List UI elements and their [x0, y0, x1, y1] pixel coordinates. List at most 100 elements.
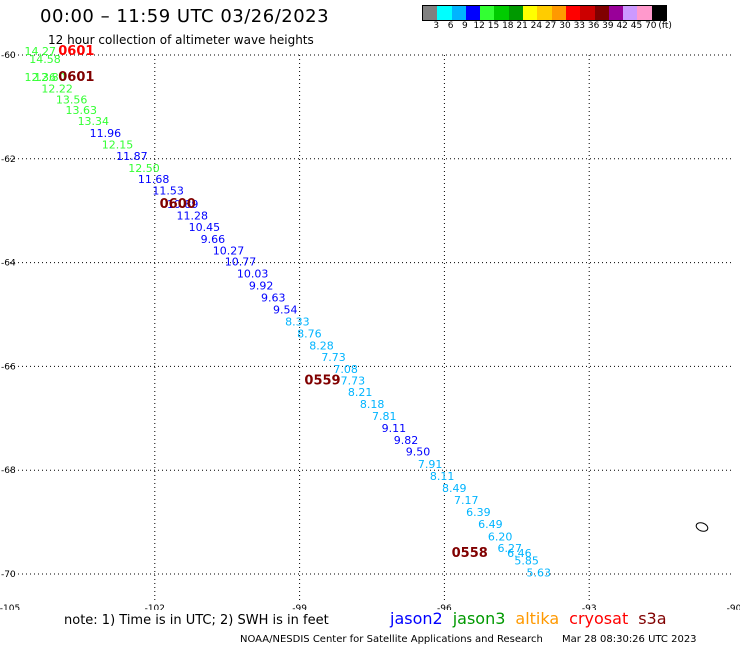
axis-tick-labels: -105 -102 -99 -96 -93 -90 -60 -62 -64 -66 -68 -70 [0, 51, 740, 610]
grid-lines [10, 54, 734, 600]
x-tick-label: -102 [145, 604, 165, 610]
y-tick-label: -60 [1, 51, 16, 61]
wave-height-label: 12.22 [41, 82, 73, 95]
wave-height-label: 10.03 [237, 268, 269, 281]
wave-height-label: 11.53 [152, 185, 184, 198]
time-label: 0559 [304, 374, 340, 389]
wave-height-label: 12.15 [102, 138, 134, 151]
wave-height-label: 6.49 [478, 518, 503, 531]
footer-timestamp: Mar 28 08:30:26 UTC 2023 [562, 634, 697, 645]
color-swatch [651, 6, 667, 20]
wave-height-label: 11.87 [116, 150, 148, 163]
wave-height-label: 8.33 [285, 315, 310, 328]
color-scale-label: 15 [487, 21, 500, 31]
y-tick-label: -68 [1, 466, 16, 476]
color-swatch [637, 6, 652, 20]
wave-height-label: 8.18 [360, 398, 385, 411]
wave-height-label: 6.27 [497, 542, 522, 555]
color-scale-label: (ft) [658, 21, 672, 31]
color-swatch [523, 6, 538, 20]
wave-height-label: 11.96 [90, 127, 122, 140]
wave-height-label: 11.68 [138, 173, 170, 186]
color-scale-label: 24 [530, 21, 543, 31]
color-swatch [423, 6, 438, 20]
color-scale-label: 21 [516, 21, 528, 31]
color-scale-label: 45 [630, 21, 643, 31]
x-tick-label: -105 [0, 604, 20, 610]
time-label: 0601 [58, 44, 94, 59]
wave-height-label: 8.21 [348, 386, 373, 399]
color-swatch [594, 6, 609, 20]
island-outline [695, 522, 709, 532]
wave-height-label: 10.77 [225, 256, 257, 269]
color-swatch [565, 6, 581, 20]
color-scale-label: 33 [573, 21, 586, 31]
wave-height-label: 11.28 [177, 210, 209, 223]
wave-height-label: 12.50 [128, 162, 160, 175]
wave-height-label: 10.27 [213, 244, 245, 257]
wave-height-label: 10.89 [167, 198, 199, 211]
x-tick-label: -90 [727, 604, 740, 610]
color-swatch [437, 6, 452, 20]
color-scale-label: 18 [502, 21, 514, 31]
chart-title: 00:00 – 11:59 UTC 03/26/2023 [40, 6, 330, 27]
color-swatch [608, 6, 624, 20]
wave-height-label: 7.81 [372, 410, 397, 423]
wave-height-label: 8.49 [442, 482, 467, 495]
color-swatch [494, 6, 509, 20]
wave-height-label: 10.45 [189, 221, 221, 234]
color-scale-label: 9 [462, 21, 468, 31]
satellite-legend-item: cryosat [569, 609, 629, 628]
wave-height-label: 13.56 [56, 93, 88, 106]
y-tick-label: -70 [1, 570, 16, 580]
x-tick-label: -93 [582, 604, 597, 610]
satellite-legend: jason2 jason3 altika cryosat s3a [390, 609, 677, 628]
wave-height-label: 6.20 [488, 530, 512, 543]
wave-height-label: 7.17 [454, 494, 479, 507]
color-scale-labels: 3 6 9 12 15 18 21 24 27 30 33 36 39 42 45 70 (ft) [422, 21, 740, 33]
color-scale-label: 30 [559, 21, 571, 31]
color-swatch [508, 6, 524, 20]
wave-height-label: 7.08 [333, 363, 358, 376]
wave-height-label: 6.46 [507, 547, 532, 560]
wave-height-label: 13.63 [66, 104, 98, 117]
color-swatch [623, 6, 638, 20]
time-labels: 0601 0601 0600 0559 0558 [58, 44, 488, 561]
wave-height-label: 5.85 [514, 555, 539, 568]
color-scale-bar [422, 5, 668, 21]
wave-height-label: 9.66 [201, 233, 226, 246]
color-scale-label: 36 [587, 21, 600, 31]
satellite-legend-item: jason3 [452, 609, 506, 628]
wave-height-label: 9.63 [261, 292, 286, 305]
time-label: 0601 [58, 70, 94, 85]
wave-height-label: 8.76 [297, 327, 322, 340]
wave-height-label: 7.73 [321, 351, 346, 364]
wave-height-label: 9.54 [273, 303, 298, 316]
y-tick-label: -62 [1, 155, 16, 165]
x-tick-label: -99 [292, 604, 307, 610]
color-scale-label: 27 [544, 21, 557, 31]
y-tick-label: -64 [1, 259, 16, 269]
wave-height-label: 13.34 [78, 115, 110, 128]
color-swatch [580, 6, 595, 20]
note-text: note: 1) Time is in UTC; 2) SWH is in fe… [64, 613, 329, 628]
footer-credit: NOAA/NESDIS Center for Satellite Applica… [240, 634, 543, 645]
wave-height-map: -105 -102 -99 -96 -93 -90 -60 -62 -64 -66 -68 -70 1… [0, 44, 740, 610]
wave-height-label: 8.28 [309, 339, 334, 352]
color-scale-label: 70 [645, 21, 657, 31]
wave-height-label: 7.91 [418, 458, 443, 471]
wave-height-label: 9.82 [394, 434, 419, 447]
color-swatch [537, 6, 552, 20]
satellite-legend-item: altika [515, 609, 560, 628]
wave-height-label: 12.80 [34, 71, 65, 84]
chart-subtitle: 12 hour collection of altimeter wave hei… [48, 33, 314, 47]
time-label: 0600 [160, 197, 196, 212]
wave-height-label: 14.27 [24, 45, 56, 58]
color-swatch [551, 6, 566, 20]
wave-height-label: 8.11 [430, 470, 455, 483]
x-tick-label: -96 [437, 604, 452, 610]
satellite-legend-item: jason2 [390, 609, 443, 628]
color-swatch [451, 6, 466, 20]
wave-height-label: 7.73 [341, 375, 366, 388]
color-swatch [465, 6, 481, 20]
